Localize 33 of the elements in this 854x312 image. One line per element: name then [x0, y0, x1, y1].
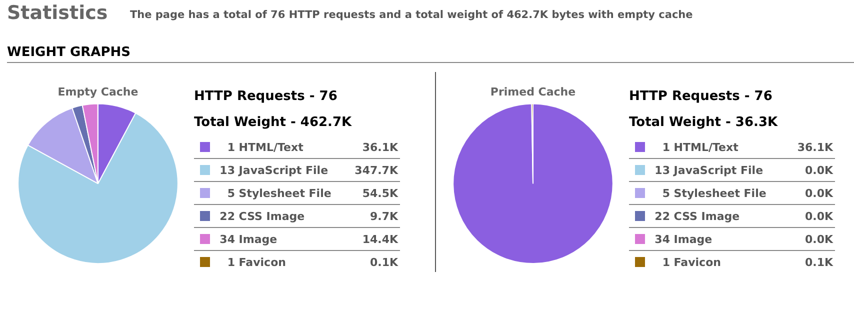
data-label: 36.1K: [797, 140, 833, 154]
data-label: 0.1K: [804, 256, 833, 268]
text: Statistics: [7, 2, 108, 24]
data-label: 36.1K: [362, 140, 398, 154]
legend-label: 34 Image: [654, 232, 714, 246]
legend-label: 1 HTML/Text: [226, 140, 304, 154]
text: WEIGHT GRAPHS: [7, 45, 131, 60]
text: 0.0K: [804, 232, 833, 246]
legend-label: 22 CSS Image: [218, 210, 306, 222]
legend-label: 1 Favicon: [226, 256, 287, 268]
text: 0.0K: [804, 186, 833, 200]
text: Total Weight - 36.3K: [629, 114, 779, 132]
data-label: 347.7K: [354, 164, 398, 176]
data-label: 54.5K: [362, 186, 398, 200]
legend-label: 34 Image: [218, 232, 278, 246]
legend-label: 22 CSS Image: [654, 210, 741, 222]
legend-label: 13 JavaScript File: [218, 164, 330, 176]
legend-label: 13 JavaScript File: [654, 164, 764, 176]
legend-label: 5 Stylesheet File: [661, 186, 768, 200]
legend-label: 1 HTML/Text: [661, 140, 740, 154]
chart-title: Primed Cache: [490, 85, 576, 98]
data-label: 9.7K: [370, 210, 398, 222]
text: HTTP Requests - 76: [629, 88, 774, 106]
data-label: 14.4K: [362, 232, 398, 246]
text: 0.0K: [804, 210, 833, 222]
text: The page has a total of 76 HTTP requests and a total weight of 462.7K bytes with empty cache: [130, 9, 693, 21]
data-label: 0.1K: [370, 256, 398, 268]
text: Total Weight - 462.7K: [194, 114, 353, 132]
legend-label: 5 Stylesheet File: [226, 186, 332, 200]
text: HTTP Requests - 76: [194, 88, 338, 106]
legend-label: 1 Favicon: [661, 256, 722, 268]
text: 0.0K: [804, 164, 833, 176]
chart-title: Empty Cache: [58, 85, 138, 98]
